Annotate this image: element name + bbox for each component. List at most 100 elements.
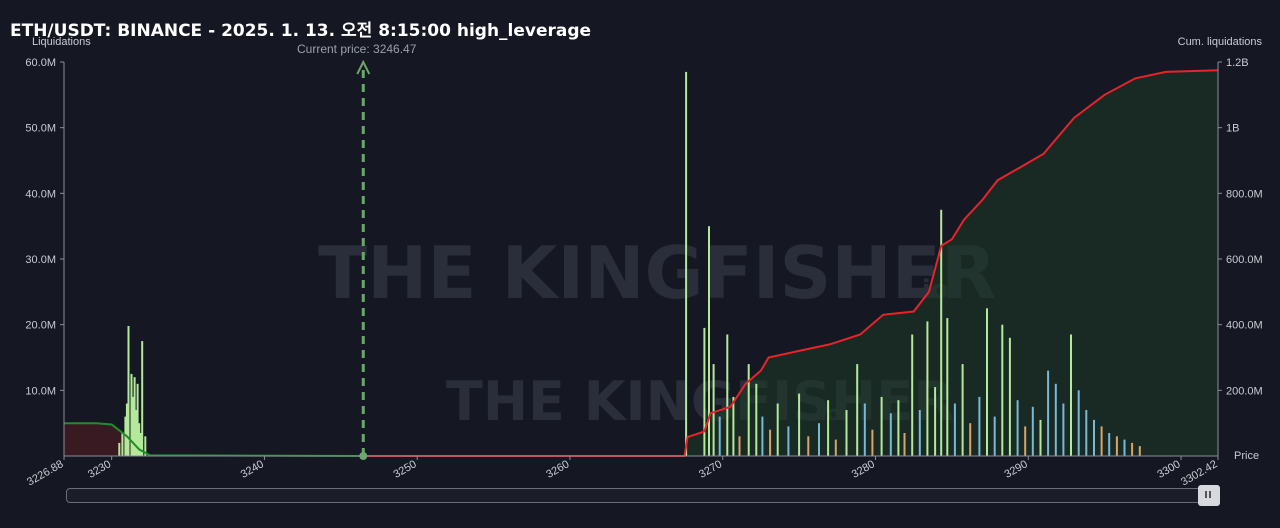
liquidation-bar	[969, 423, 972, 456]
liquidation-bar	[1123, 439, 1126, 456]
liquidation-bar	[889, 413, 892, 456]
x-tick-label: 3230	[86, 458, 113, 481]
x-axis-title: Price	[1234, 450, 1259, 462]
left-axis-title: Liquidations	[32, 36, 91, 48]
liquidation-bar	[127, 326, 130, 456]
cum-long-line	[64, 422, 364, 457]
liquidation-bar	[125, 403, 128, 456]
liquidation-bar	[1100, 426, 1103, 456]
liquidation-bar	[1062, 403, 1065, 456]
liquidation-bar	[818, 423, 820, 456]
liquidation-bar	[897, 400, 900, 456]
liquidation-bar	[1138, 446, 1141, 456]
left-tick-label: 20.0M	[25, 320, 56, 332]
liquidation-bar	[856, 364, 859, 456]
liquidation-bar	[138, 423, 141, 456]
chart-title: ETH/USDT: BINANCE - 2025. 1. 13. 오전 8:15…	[10, 21, 592, 41]
liquidation-bar	[708, 226, 710, 456]
liquidation-bar	[1131, 442, 1134, 456]
liquidation-bar	[141, 341, 144, 456]
liquidation-bar	[1001, 324, 1004, 456]
liquidation-bar	[918, 410, 921, 456]
right-tick-label: 200.0M	[1226, 385, 1263, 397]
liquidation-bar	[738, 436, 741, 456]
liquidation-bar	[121, 433, 124, 456]
liquidation-bar	[1077, 390, 1080, 456]
right-tick-label: 1.2B	[1226, 57, 1249, 69]
liquidation-bar	[871, 429, 874, 456]
liquidation-bar	[135, 410, 138, 456]
liquidation-bar	[118, 442, 121, 456]
liquidation-bar	[1093, 419, 1095, 456]
right-tick-label: 400.0M	[1226, 320, 1263, 332]
right-axis-title: Cum. liquidations	[1177, 36, 1262, 48]
liquidation-bar	[1016, 400, 1019, 456]
liquidation-bar	[139, 433, 142, 456]
liquidation-bar	[953, 403, 956, 456]
x-tick-label: 3226.88	[25, 458, 65, 488]
left-tick-label: 50.0M	[25, 123, 56, 135]
liquidation-bar	[926, 321, 929, 456]
liquidation-bar	[903, 433, 906, 456]
current-price-label: Current price: 3246.47	[297, 42, 417, 56]
liquidation-bar	[761, 416, 764, 456]
x-tick-label: 3240	[239, 458, 266, 481]
liquidation-bar	[880, 396, 883, 456]
x-tick-label: 3270	[697, 458, 724, 481]
liquidation-bar	[144, 436, 147, 456]
liquidation-bar	[776, 403, 779, 456]
liquidation-bar	[1115, 436, 1118, 456]
left-tick-label: 60.0M	[25, 57, 56, 69]
liquidation-bar	[827, 400, 830, 456]
liquidation-bar	[732, 396, 735, 456]
liquidation-bar	[726, 334, 729, 456]
range-scrollbar[interactable]	[66, 485, 1220, 506]
left-tick-label: 40.0M	[25, 188, 56, 200]
x-tick-label: 3280	[850, 458, 877, 481]
liquidation-bar	[1024, 426, 1027, 456]
liquidation-bar	[132, 396, 135, 456]
liquidation-bar	[703, 327, 706, 456]
liquidation-bar	[993, 416, 996, 456]
liquidation-bar	[807, 436, 810, 456]
liquidation-bar	[1085, 410, 1088, 456]
liquidation-bar	[755, 383, 758, 456]
liquidation-bar	[986, 308, 988, 457]
liquidation-bar	[769, 429, 772, 456]
liquidation-bar	[978, 396, 981, 456]
liquidation-bar	[1031, 406, 1034, 457]
liquidation-bar	[747, 364, 750, 456]
liquidation-bar	[845, 410, 848, 456]
cum-long-area	[64, 423, 364, 456]
cum-short-area	[363, 70, 1219, 456]
liquidation-bar	[940, 209, 943, 457]
liquidation-bar	[787, 426, 790, 456]
liquidation-bar	[133, 377, 136, 456]
liquidation-bar	[1054, 383, 1057, 456]
liquidation-bar	[1039, 419, 1042, 456]
liquidation-bar	[946, 318, 949, 456]
x-tick-label: 3260	[544, 458, 571, 481]
liquidation-bar	[685, 71, 688, 457]
liquidation-bar	[712, 364, 715, 456]
liquidation-bar	[1070, 334, 1072, 456]
right-tick-label: 800.0M	[1226, 188, 1263, 200]
liquidation-bar	[136, 383, 139, 456]
x-tick-label: 3250	[391, 458, 418, 481]
right-tick-label: 600.0M	[1226, 254, 1263, 266]
scrollbar-handle[interactable]	[1198, 485, 1220, 506]
liquidation-bar	[1008, 337, 1011, 456]
liquidation-bar	[798, 393, 801, 456]
left-tick-label: 30.0M	[25, 254, 56, 266]
x-tick-label: 3302.42	[1179, 458, 1219, 488]
liquidation-bar	[1108, 433, 1111, 456]
liquidation-bar	[834, 439, 837, 456]
liquidation-bar	[863, 403, 866, 456]
liquidation-bar	[961, 364, 964, 456]
x-tick-label: 3290	[1003, 458, 1030, 481]
liquidation-bar	[934, 387, 937, 456]
liquidation-bar	[911, 334, 914, 456]
left-tick-label: 10.0M	[25, 385, 56, 397]
watermark-text-large: THE KINGFISHER	[318, 231, 996, 315]
